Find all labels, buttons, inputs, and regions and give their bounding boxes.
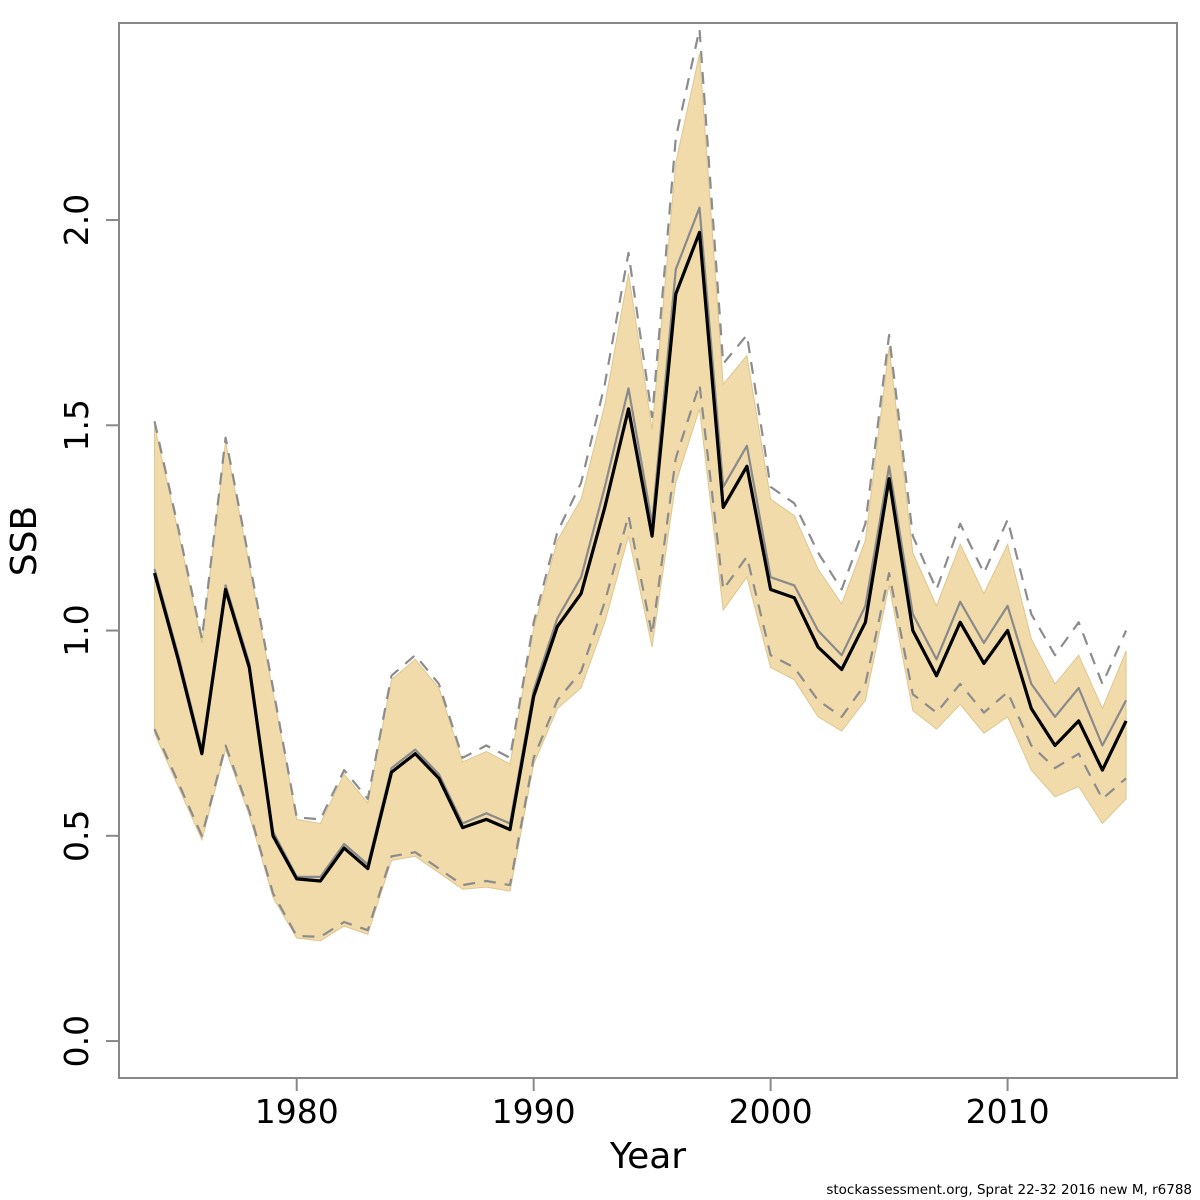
plot-border — [118, 22, 1178, 1079]
plot-layers — [152, 28, 1128, 942]
x-axis-title: Year — [609, 1136, 686, 1177]
y-axis-title: SSB — [4, 506, 45, 576]
x-tick-label: 2000 — [729, 1092, 813, 1131]
alt-run-upper-ci-line — [153, 28, 1128, 821]
ssb-estimate-line — [152, 230, 1128, 883]
x-tick-label: 2010 — [966, 1092, 1050, 1131]
y-tick-label: 1.0 — [57, 604, 96, 656]
footer-credit: stockassessment.org, Sprat 22-32 2016 ne… — [826, 1182, 1192, 1198]
estimate-ci-band — [154, 53, 1127, 942]
y-tick-label: 0.5 — [57, 810, 96, 862]
alt-run-estimate-line — [153, 206, 1128, 879]
y-tick-label: 0.0 — [57, 1015, 96, 1067]
x-tick-label: 1990 — [492, 1092, 576, 1131]
y-tick-label: 1.5 — [57, 399, 96, 451]
axis-layers: 1980 1990 2000 2010 0.0 0.5 1.0 1.5 2.0 — [57, 22, 1178, 1131]
y-tick-label: 2.0 — [57, 194, 96, 246]
x-tick-label: 1980 — [255, 1092, 339, 1131]
